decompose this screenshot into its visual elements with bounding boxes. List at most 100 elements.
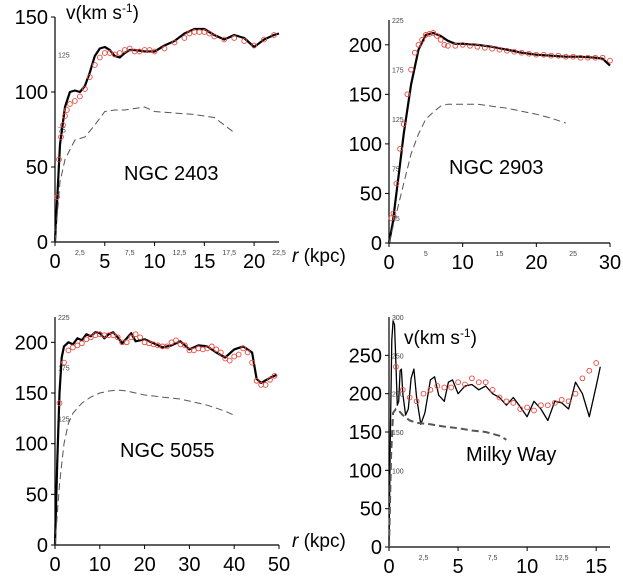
observed-point [517, 406, 524, 412]
observed-point [62, 113, 68, 119]
observed-point [400, 121, 407, 127]
observed-point [599, 54, 606, 61]
observed-point [469, 375, 475, 382]
observed-point [137, 334, 143, 341]
baryonic-curve [54, 389, 235, 546]
x-tick-label: 0 [49, 554, 60, 576]
x-minor-tick-label: 17,5 [222, 250, 236, 257]
x-minor-tick-label: 25 [569, 251, 577, 258]
x-tick-label: 0 [383, 252, 394, 274]
model-curve [388, 320, 601, 548]
observed-point [79, 340, 85, 347]
observed-point [123, 339, 130, 346]
model-curve [53, 27, 280, 243]
observed-point [235, 351, 242, 358]
observed-point [241, 38, 248, 44]
chart-panel: 0 10 20 30 5 15 25 0 50 100 150 200 25 75 125 175 225 NGC… [292, 18, 621, 274]
observed-point [101, 50, 108, 56]
x-minor-tick-label: 15 [496, 251, 504, 258]
y-tick-label: 0 [371, 233, 382, 255]
observed-point [240, 345, 247, 352]
observed-point [64, 107, 70, 113]
observed-point [231, 35, 238, 41]
observed-point [408, 66, 414, 73]
galaxy-name: NGC 5055 [120, 440, 215, 462]
observed-point [96, 54, 103, 61]
observed-point [406, 394, 413, 401]
observed-point [111, 51, 118, 58]
y-tick-label: 0 [371, 537, 382, 559]
observed-point [168, 339, 175, 346]
observed-point [459, 41, 466, 48]
observed-point [114, 334, 121, 341]
observed-point [128, 334, 135, 341]
x-tick-label: 0 [383, 556, 394, 577]
observed-point [244, 349, 251, 356]
observed-point [399, 386, 406, 393]
observed-point [562, 53, 569, 60]
observed-point [489, 45, 495, 52]
observed-point [106, 50, 113, 56]
y-tick-label: 0 [37, 232, 48, 254]
y-tick-label: 150 [15, 7, 48, 29]
y-tick-label: 200 [349, 384, 382, 406]
x-tick-label: 40 [223, 554, 245, 576]
chart-panel: 0 10 20 30 40 50 0 50 100 150 200 125 175 225 NGC 5055 [15, 315, 291, 576]
observed-point [415, 41, 422, 48]
observed-point [572, 390, 579, 397]
observed-point [524, 404, 530, 411]
x-minor-tick-label: 12,5 [173, 250, 187, 257]
observed-point [182, 342, 188, 349]
y-minor-tick-label: 225 [58, 315, 70, 322]
galaxy-name: Milky Way [466, 444, 556, 466]
observed-point [208, 343, 215, 350]
observed-point [489, 386, 496, 393]
model-curve [53, 331, 278, 546]
observed-point [54, 194, 60, 200]
y-minor-tick-label: 200 [392, 392, 404, 399]
observed-point [452, 42, 459, 49]
y-tick-label: 50 [360, 499, 382, 521]
x-tick-label: 10 [516, 556, 538, 577]
observed-point [249, 359, 255, 366]
observed-point [206, 30, 213, 37]
baryonic-curve [54, 106, 235, 243]
chart-panel: 0 5 10 15 202,5 7,5 12,5 17,5 22,505010015075125… [15, 1, 286, 273]
x-tick-label: 10 [452, 252, 474, 274]
observed-point [231, 353, 238, 360]
observed-point [511, 48, 518, 55]
observed-point [173, 337, 179, 344]
observed-point [437, 36, 444, 43]
y-tick-label: 150 [349, 84, 382, 106]
observed-point [585, 54, 591, 61]
observed-point [555, 52, 562, 59]
observed-point [570, 53, 577, 60]
observed-point [390, 210, 397, 217]
observed-point [558, 396, 565, 403]
observed-point [531, 407, 537, 414]
observed-point [448, 384, 455, 391]
observed-point [404, 91, 411, 98]
y-tick-label: 0 [37, 535, 48, 557]
x-tick-label: 30 [178, 554, 200, 576]
observed-point [397, 145, 403, 152]
observed-point [413, 398, 420, 405]
observed-point [253, 377, 260, 384]
y-tick-label: 100 [349, 460, 382, 482]
observed-point [510, 400, 517, 406]
y-minor-tick-label: 300 [392, 315, 404, 322]
y-tick-label: 200 [15, 332, 48, 354]
observed-point [533, 51, 540, 58]
x-tick-label: 50 [268, 554, 290, 576]
observed-point [65, 347, 72, 354]
x-tick-label: 20 [133, 554, 155, 576]
observed-point [462, 381, 468, 388]
observed-point [565, 398, 572, 405]
observed-point [482, 379, 489, 386]
y-tick-label: 100 [349, 134, 382, 156]
observed-point [579, 375, 586, 382]
observed-point [61, 359, 67, 366]
x-tick-label: 15 [193, 251, 215, 273]
observed-point [86, 74, 93, 80]
y-minor-tick-label: 250 [392, 353, 404, 360]
